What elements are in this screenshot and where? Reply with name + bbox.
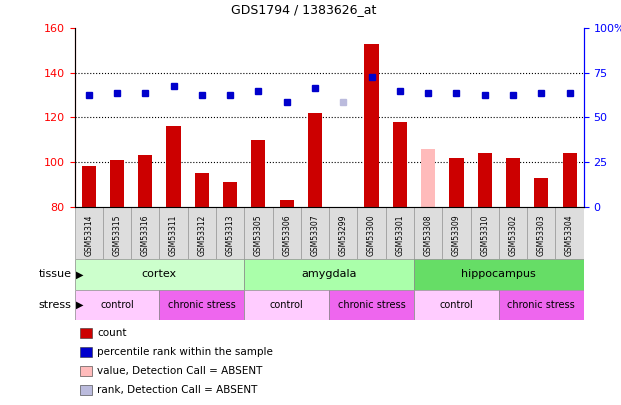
Bar — [166, 126, 181, 207]
Text: GSM53300: GSM53300 — [367, 215, 376, 256]
Text: control: control — [100, 300, 134, 310]
Bar — [329, 290, 414, 320]
Text: chronic stress: chronic stress — [507, 300, 575, 310]
Text: GSM53301: GSM53301 — [396, 215, 404, 256]
Bar — [216, 207, 244, 259]
Text: GSM53302: GSM53302 — [509, 215, 517, 256]
Text: control: control — [440, 300, 473, 310]
Bar — [138, 155, 152, 207]
Text: tissue: tissue — [39, 269, 71, 279]
Bar — [195, 173, 209, 207]
Text: GSM53309: GSM53309 — [452, 215, 461, 256]
Text: control: control — [270, 300, 304, 310]
Bar — [365, 44, 379, 207]
Bar — [75, 207, 103, 259]
Bar — [279, 200, 294, 207]
Bar — [81, 166, 96, 207]
Bar — [499, 207, 527, 259]
Bar — [79, 366, 93, 376]
Text: GSM53307: GSM53307 — [310, 215, 319, 256]
Bar — [273, 207, 301, 259]
Bar — [110, 160, 124, 207]
Text: rank, Detection Call = ABSENT: rank, Detection Call = ABSENT — [97, 385, 258, 395]
Bar — [386, 207, 414, 259]
Text: amygdala: amygdala — [301, 269, 357, 279]
Bar — [244, 259, 414, 290]
Bar — [414, 259, 584, 290]
Bar — [555, 207, 584, 259]
Text: GSM53299: GSM53299 — [339, 215, 348, 256]
Bar — [534, 177, 548, 207]
Bar — [244, 207, 273, 259]
Text: GSM53310: GSM53310 — [480, 215, 489, 256]
Bar — [478, 153, 492, 207]
Bar — [358, 207, 386, 259]
Text: chronic stress: chronic stress — [168, 300, 236, 310]
Text: GSM53315: GSM53315 — [112, 215, 122, 256]
Bar — [329, 207, 358, 259]
Bar — [563, 153, 577, 207]
Text: GSM53313: GSM53313 — [225, 215, 235, 256]
Text: GSM53303: GSM53303 — [537, 215, 546, 256]
Bar — [414, 207, 442, 259]
Bar — [75, 290, 160, 320]
Bar — [79, 385, 93, 395]
Bar — [131, 207, 160, 259]
Bar — [393, 122, 407, 207]
Bar — [301, 207, 329, 259]
Text: GSM53314: GSM53314 — [84, 215, 93, 256]
Bar — [414, 290, 499, 320]
Bar — [527, 207, 555, 259]
Text: count: count — [97, 328, 127, 338]
Bar — [75, 259, 244, 290]
Text: cortex: cortex — [142, 269, 177, 279]
Bar — [450, 158, 463, 207]
Text: GSM53304: GSM53304 — [565, 215, 574, 256]
Bar — [79, 328, 93, 339]
Bar — [188, 207, 216, 259]
Bar — [506, 158, 520, 207]
Text: GSM53306: GSM53306 — [282, 215, 291, 256]
Bar — [79, 347, 93, 357]
Bar — [442, 207, 471, 259]
Bar — [160, 207, 188, 259]
Text: stress: stress — [39, 300, 71, 310]
Text: ▶: ▶ — [76, 300, 83, 310]
Text: value, Detection Call = ABSENT: value, Detection Call = ABSENT — [97, 366, 263, 376]
Bar — [160, 290, 244, 320]
Bar — [252, 140, 265, 207]
Text: GSM53316: GSM53316 — [141, 215, 150, 256]
Bar — [308, 113, 322, 207]
Text: GSM53311: GSM53311 — [169, 215, 178, 256]
Bar — [499, 290, 584, 320]
Text: GSM53308: GSM53308 — [424, 215, 433, 256]
Text: GSM53312: GSM53312 — [197, 215, 206, 256]
Bar — [244, 290, 329, 320]
Bar — [471, 207, 499, 259]
Bar — [421, 149, 435, 207]
Text: GDS1794 / 1383626_at: GDS1794 / 1383626_at — [231, 3, 376, 16]
Text: GSM53305: GSM53305 — [254, 215, 263, 256]
Text: hippocampus: hippocampus — [461, 269, 537, 279]
Bar — [223, 182, 237, 207]
Text: ▶: ▶ — [76, 269, 83, 279]
Text: chronic stress: chronic stress — [338, 300, 406, 310]
Bar — [103, 207, 131, 259]
Text: percentile rank within the sample: percentile rank within the sample — [97, 347, 273, 357]
